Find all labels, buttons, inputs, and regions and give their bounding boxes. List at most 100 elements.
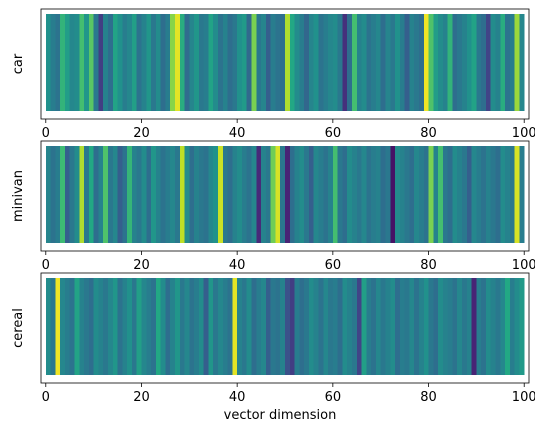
cell-cereal-88 [466, 278, 472, 375]
cell-cereal-7 [79, 278, 85, 375]
cell-cereal-52 [294, 278, 300, 375]
cell-minivan-45 [261, 146, 267, 243]
cell-cereal-90 [476, 278, 482, 375]
cell-minivan-43 [251, 146, 257, 243]
cell-cereal-78 [418, 278, 425, 375]
cell-cereal-47 [270, 278, 276, 375]
cell-minivan-19 [136, 146, 142, 243]
cell-minivan-56 [313, 146, 319, 243]
cell-car-24 [160, 14, 166, 111]
cell-minivan-11 [98, 146, 104, 243]
cell-minivan-44 [256, 146, 262, 243]
x-tick-label: 0 [42, 126, 50, 141]
cell-car-67 [366, 14, 372, 111]
cell-minivan-27 [174, 146, 181, 243]
cell-car-41 [241, 14, 248, 111]
cell-minivan-77 [414, 146, 420, 243]
cell-cereal-58 [323, 278, 329, 375]
cell-car-79 [423, 14, 429, 111]
cell-minivan-66 [361, 146, 367, 243]
cell-cereal-98 [514, 278, 520, 375]
cell-minivan-88 [466, 146, 472, 243]
cell-cereal-99 [519, 278, 525, 375]
cell-minivan-29 [184, 146, 190, 243]
cell-car-68 [371, 14, 377, 111]
cell-cereal-43 [251, 278, 257, 375]
x-tick-label: 100 [512, 258, 535, 273]
cell-minivan-40 [237, 146, 243, 243]
cell-minivan-90 [476, 146, 482, 243]
cell-minivan-68 [371, 146, 377, 243]
cell-car-87 [462, 14, 468, 111]
cell-cereal-37 [222, 278, 228, 375]
cell-cereal-2 [55, 278, 61, 375]
cell-minivan-85 [452, 146, 458, 243]
x-tick-label: 0 [42, 390, 50, 405]
axes-frame [40, 8, 530, 120]
cell-cereal-18 [131, 278, 138, 375]
cell-car-17 [127, 14, 133, 111]
cell-cereal-44 [256, 278, 262, 375]
y-axis-label: car [11, 53, 26, 74]
cell-minivan-80 [428, 146, 434, 243]
cell-car-44 [256, 14, 262, 111]
cell-minivan-98 [514, 146, 520, 243]
cell-minivan-73 [395, 146, 401, 243]
cell-cereal-76 [409, 278, 415, 375]
cell-minivan-58 [323, 146, 329, 243]
cell-minivan-10 [93, 146, 99, 243]
cell-minivan-2 [55, 146, 61, 243]
cell-cereal-51 [289, 278, 295, 375]
cell-minivan-64 [351, 146, 358, 243]
cell-cereal-81 [433, 278, 439, 375]
cell-car-2 [55, 14, 61, 111]
cell-cereal-62 [342, 278, 348, 375]
cell-car-4 [64, 14, 71, 111]
cell-minivan-25 [165, 146, 171, 243]
cell-cereal-54 [304, 278, 310, 375]
cell-minivan-3 [60, 146, 66, 243]
cell-cereal-33 [203, 278, 209, 375]
cell-minivan-37 [222, 146, 228, 243]
cell-minivan-13 [107, 146, 114, 243]
cell-minivan-41 [241, 146, 248, 243]
cell-cereal-45 [261, 278, 267, 375]
cell-cereal-28 [179, 278, 185, 375]
cell-car-64 [351, 14, 358, 111]
cell-cereal-20 [141, 278, 147, 375]
cell-cereal-94 [495, 278, 501, 375]
cell-minivan-34 [208, 146, 214, 243]
x-tick-label: 80 [420, 390, 437, 405]
cell-cereal-68 [371, 278, 377, 375]
cell-cereal-5 [69, 278, 75, 375]
cell-car-9 [88, 14, 94, 111]
cell-car-89 [471, 14, 477, 111]
cell-minivan-62 [342, 146, 348, 243]
y-axis-label: minivan [11, 170, 26, 222]
x-tick-label: 40 [229, 258, 246, 273]
cell-cereal-97 [509, 278, 515, 375]
cell-minivan-57 [318, 146, 324, 243]
cell-cereal-42 [246, 278, 252, 375]
cell-minivan-5 [69, 146, 75, 243]
cell-car-5 [69, 14, 75, 111]
cell-cereal-70 [380, 278, 386, 375]
cell-cereal-64 [351, 278, 358, 375]
cell-minivan-49 [280, 146, 286, 243]
cell-car-76 [409, 14, 415, 111]
cell-cereal-17 [127, 278, 133, 375]
cell-car-57 [318, 14, 324, 111]
cell-car-35 [213, 14, 219, 111]
cell-cereal-49 [280, 278, 286, 375]
cell-car-19 [136, 14, 142, 111]
cell-cereal-27 [174, 278, 181, 375]
cell-car-62 [342, 14, 348, 111]
cell-cereal-55 [308, 278, 315, 375]
cell-minivan-67 [366, 146, 372, 243]
y-axis-label: cereal [11, 308, 26, 348]
cell-minivan-33 [203, 146, 209, 243]
cell-cereal-22 [151, 278, 157, 375]
x-tick-label: 60 [325, 258, 342, 273]
cell-cereal-32 [198, 278, 205, 375]
cell-car-11 [98, 14, 104, 111]
